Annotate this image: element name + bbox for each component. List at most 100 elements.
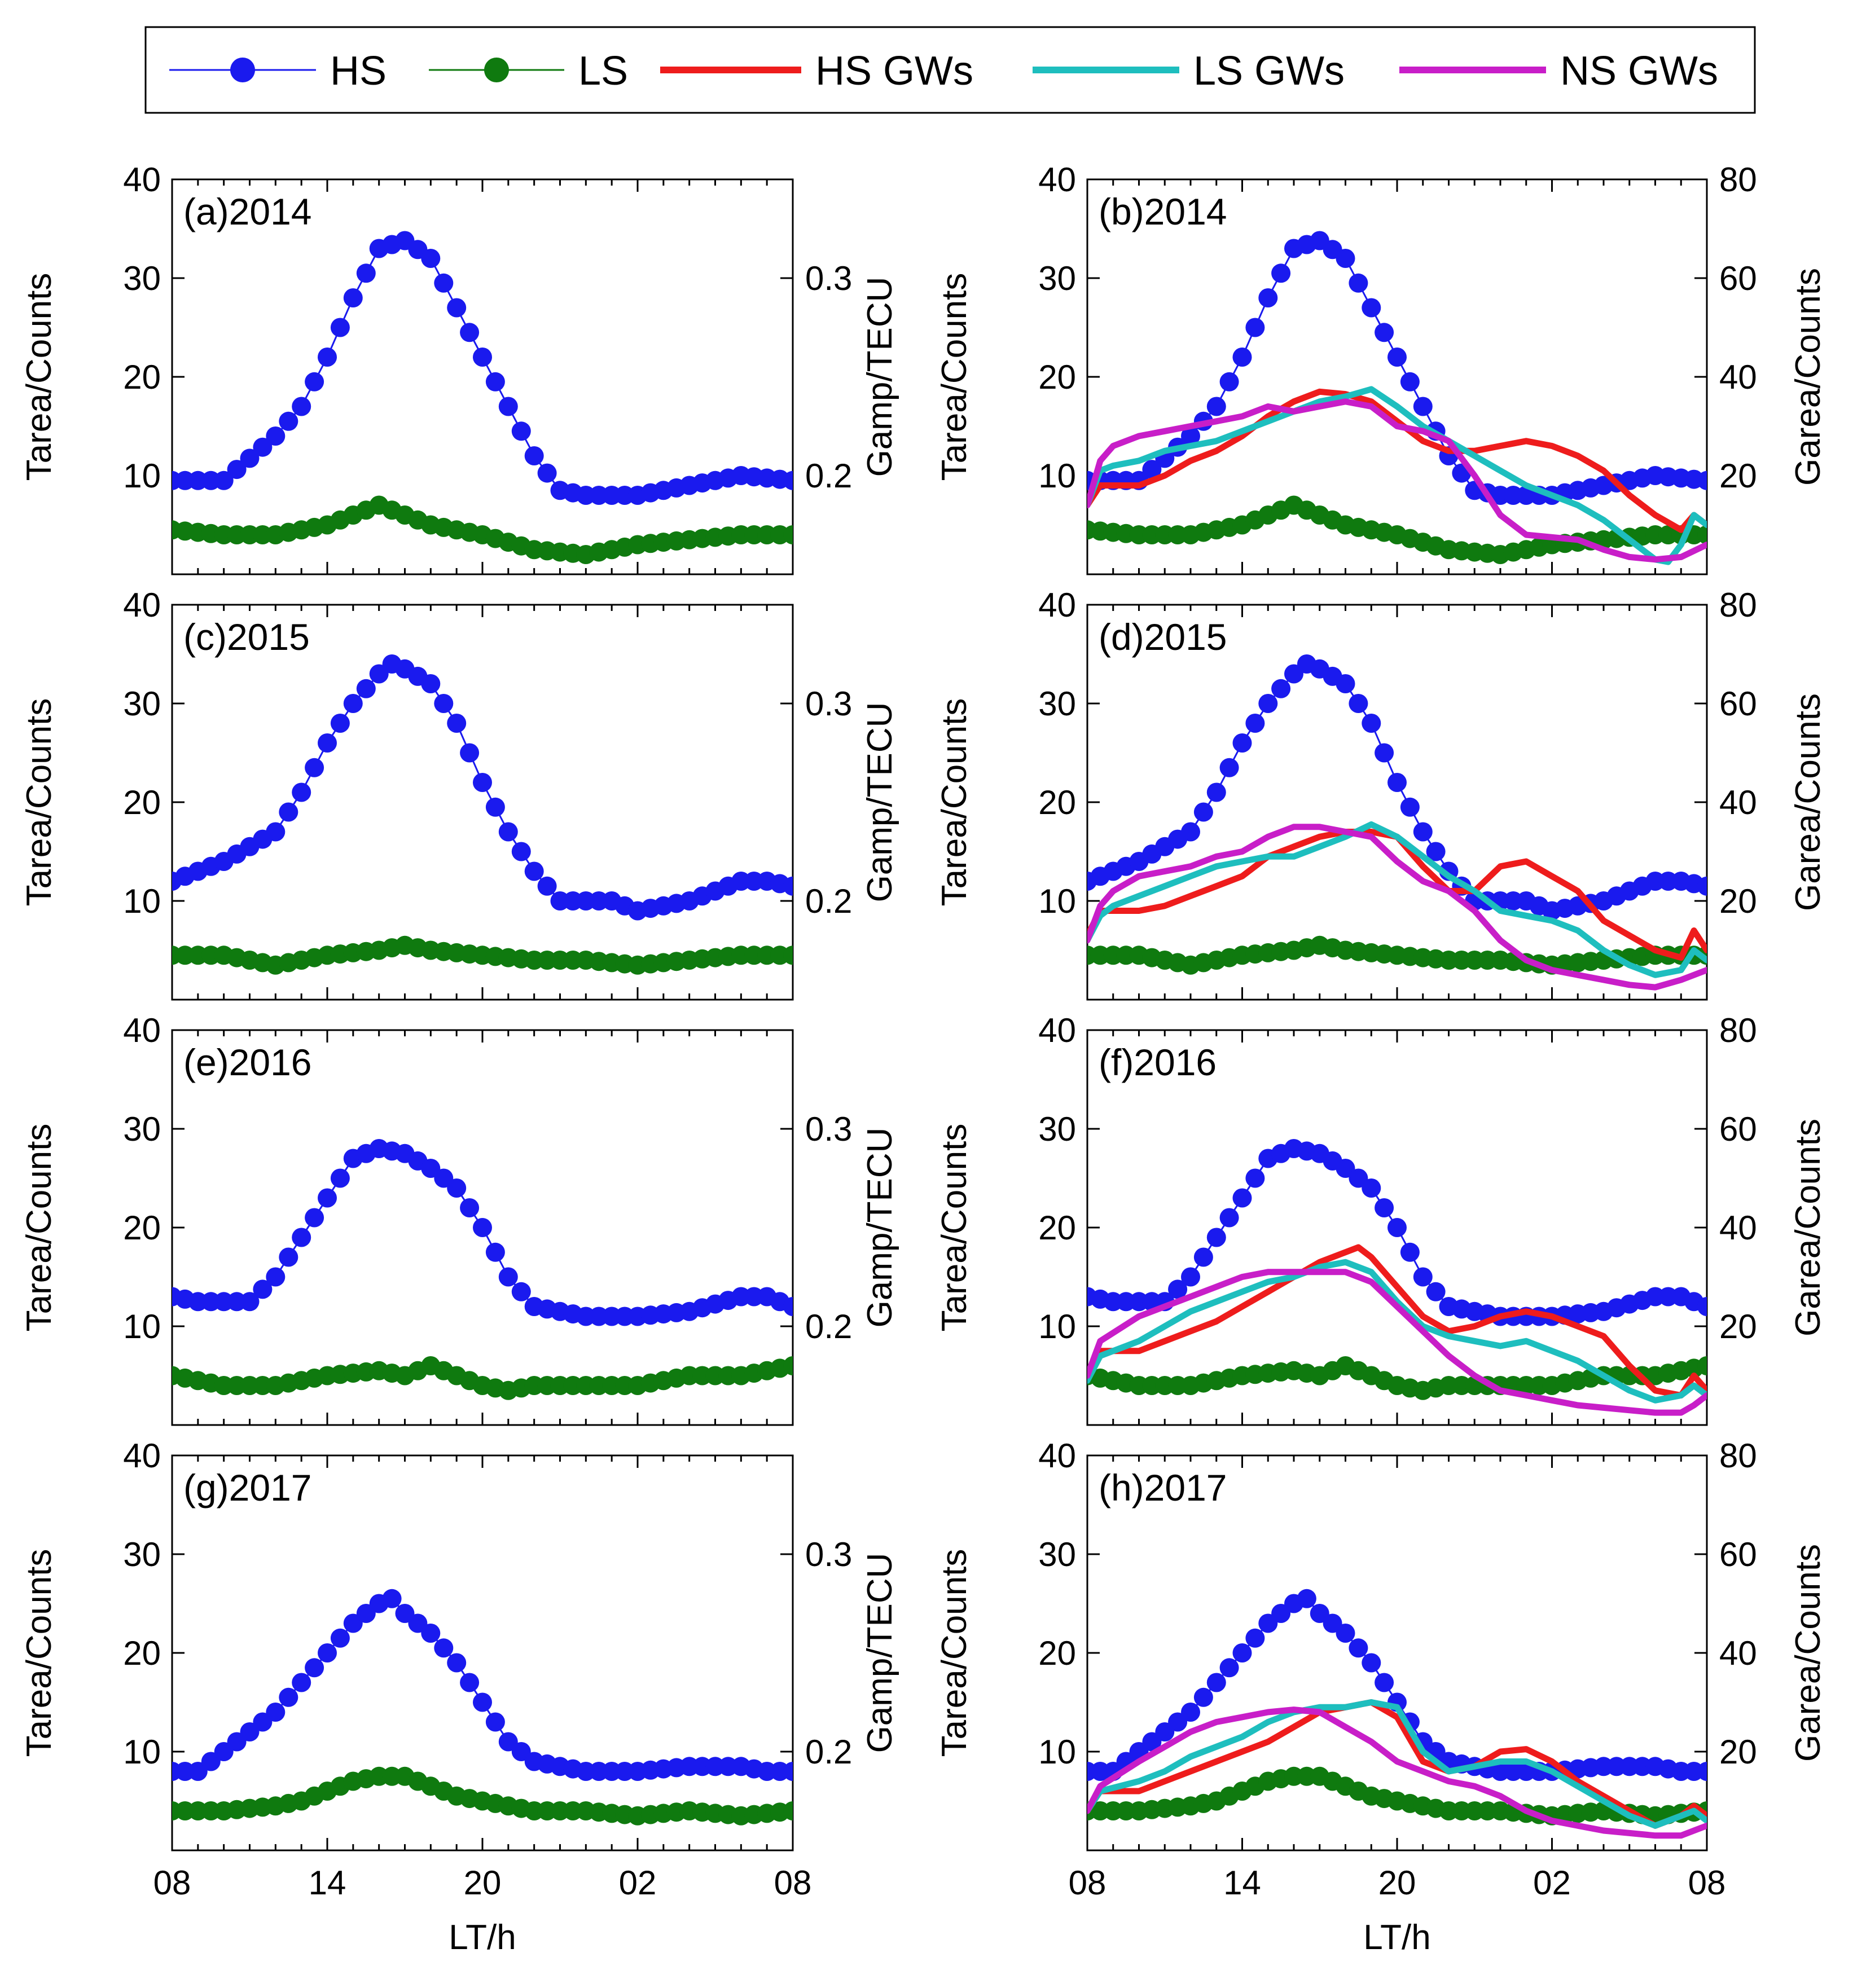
data-point-hs	[1232, 348, 1252, 367]
y-tick-label: 40	[123, 1437, 161, 1475]
y2-tick-label: 0.3	[805, 260, 852, 297]
data-point-hs	[227, 460, 247, 480]
x-tick-label: 20	[464, 1864, 502, 1902]
data-point-hs	[305, 758, 324, 777]
y2-axis-label: Gamp/TECU	[860, 1553, 899, 1753]
y-tick-label: 40	[123, 161, 161, 199]
panel-h: 10 20 30 40 20 40 60 80 Tarea/Counts Garea/Counts…	[935, 1437, 1828, 1957]
data-point-hs	[1349, 1638, 1368, 1658]
y2-tick-label: 20	[1719, 1733, 1757, 1771]
series-line-ls-gws	[1087, 1699, 1707, 1829]
data-point-hs	[434, 273, 454, 293]
y-tick-label: 10	[123, 457, 161, 495]
data-point-hs	[330, 318, 350, 337]
x-tick-label: 14	[309, 1864, 346, 1902]
y-tick-label: 10	[1038, 1308, 1076, 1345]
data-point-hs	[1232, 733, 1252, 753]
panel-title: (g)2017	[183, 1467, 312, 1508]
data-point-hs	[783, 1762, 793, 1781]
y2-tick-label: 80	[1719, 586, 1757, 624]
data-point-hs	[356, 263, 376, 283]
data-point-hs	[343, 288, 363, 307]
series-line-ns-gws	[1087, 1269, 1707, 1416]
series-line-hs-gws	[1087, 829, 1707, 961]
data-point-hs	[1206, 782, 1226, 802]
data-point-hs	[1336, 1624, 1355, 1643]
y-tick-label: 20	[1038, 358, 1076, 396]
x-tick-label: 02	[619, 1864, 657, 1902]
data-point-hs	[214, 470, 234, 490]
data-point-hs	[473, 1218, 492, 1237]
y2-tick-label: 60	[1719, 1110, 1757, 1148]
data-point-hs	[318, 1188, 337, 1208]
data-point-hs	[1271, 263, 1291, 283]
y-tick-label: 10	[123, 882, 161, 920]
x-tick-label: 02	[1533, 1864, 1571, 1902]
data-point-hs	[447, 1653, 467, 1673]
series-line-ns-gws	[1087, 824, 1707, 991]
legend-item-ls-gws: LS GWs	[1033, 49, 1345, 94]
panel-title: (h)2017	[1099, 1467, 1227, 1508]
panel-title: (e)2016	[183, 1041, 312, 1083]
y2-axis-label: Garea/Counts	[1789, 693, 1828, 911]
y-tick-label: 40	[1038, 1437, 1076, 1475]
data-point-hs	[1697, 1297, 1707, 1316]
y2-tick-label: 20	[1719, 882, 1757, 920]
legend-hs-marker	[230, 58, 255, 82]
data-point-hs	[1206, 1673, 1226, 1692]
data-point-hs	[330, 1628, 350, 1648]
data-point-hs	[1349, 694, 1368, 713]
y-tick-label: 20	[1038, 784, 1076, 821]
data-point-ls	[783, 1801, 793, 1820]
data-point-ls	[783, 525, 793, 544]
legend-item-hs: HS	[169, 49, 387, 94]
data-point-hs	[498, 397, 518, 416]
y-tick-label: 30	[1038, 1536, 1076, 1573]
data-point-hs	[473, 773, 492, 792]
y-tick-label: 20	[123, 1634, 161, 1672]
legend-ls-marker	[484, 58, 509, 82]
y-tick-label: 30	[123, 685, 161, 723]
data-point-hs	[1400, 372, 1420, 392]
data-point-hs	[266, 1267, 286, 1287]
data-point-hs	[524, 861, 544, 881]
data-point-hs	[1245, 318, 1265, 337]
data-point-hs	[1362, 1178, 1381, 1198]
data-point-hs	[292, 1228, 311, 1247]
data-point-hs	[460, 1673, 480, 1692]
legend: HS LS HS GWs LS GWs NS GWs	[144, 26, 1756, 114]
data-point-hs	[485, 1242, 505, 1262]
y2-tick-label: 0.2	[805, 1308, 852, 1345]
x-axis-label: LT/h	[449, 1918, 516, 1957]
data-point-hs	[1232, 1643, 1252, 1662]
data-point-hs	[292, 397, 311, 416]
y2-tick-label: 0.2	[805, 882, 852, 920]
data-point-hs	[473, 1692, 492, 1712]
data-point-hs	[1349, 273, 1368, 293]
data-point-hs	[253, 437, 273, 457]
data-point-hs	[498, 1732, 518, 1752]
data-point-hs	[266, 822, 286, 842]
data-point-ls	[1697, 1356, 1707, 1375]
data-point-hs	[292, 782, 311, 802]
data-point-hs	[524, 446, 544, 465]
y-tick-label: 10	[1038, 457, 1076, 495]
data-point-hs	[473, 348, 492, 367]
series-line-hs-gws	[1087, 388, 1707, 533]
data-point-ls	[783, 945, 793, 965]
x-tick-label: 14	[1223, 1864, 1261, 1902]
data-point-hs	[188, 1762, 208, 1781]
panel-g: 10 20 30 40 0.2 0.3 Tarea/Counts Gamp/TECU (g)20…	[20, 1437, 899, 1957]
y-axis-label: Tarea/Counts	[20, 698, 59, 907]
data-point-hs	[330, 1168, 350, 1188]
data-point-hs	[1336, 674, 1355, 693]
panel-title: (f)2016	[1099, 1041, 1217, 1083]
y-tick-label: 40	[1038, 161, 1076, 199]
data-point-hs	[1219, 758, 1239, 777]
y2-axis-label: Gamp/TECU	[860, 1128, 899, 1328]
y-tick-label: 20	[1038, 1634, 1076, 1672]
data-point-hs	[1697, 876, 1707, 896]
y2-tick-label: 60	[1719, 685, 1757, 723]
data-point-hs	[343, 1613, 363, 1633]
